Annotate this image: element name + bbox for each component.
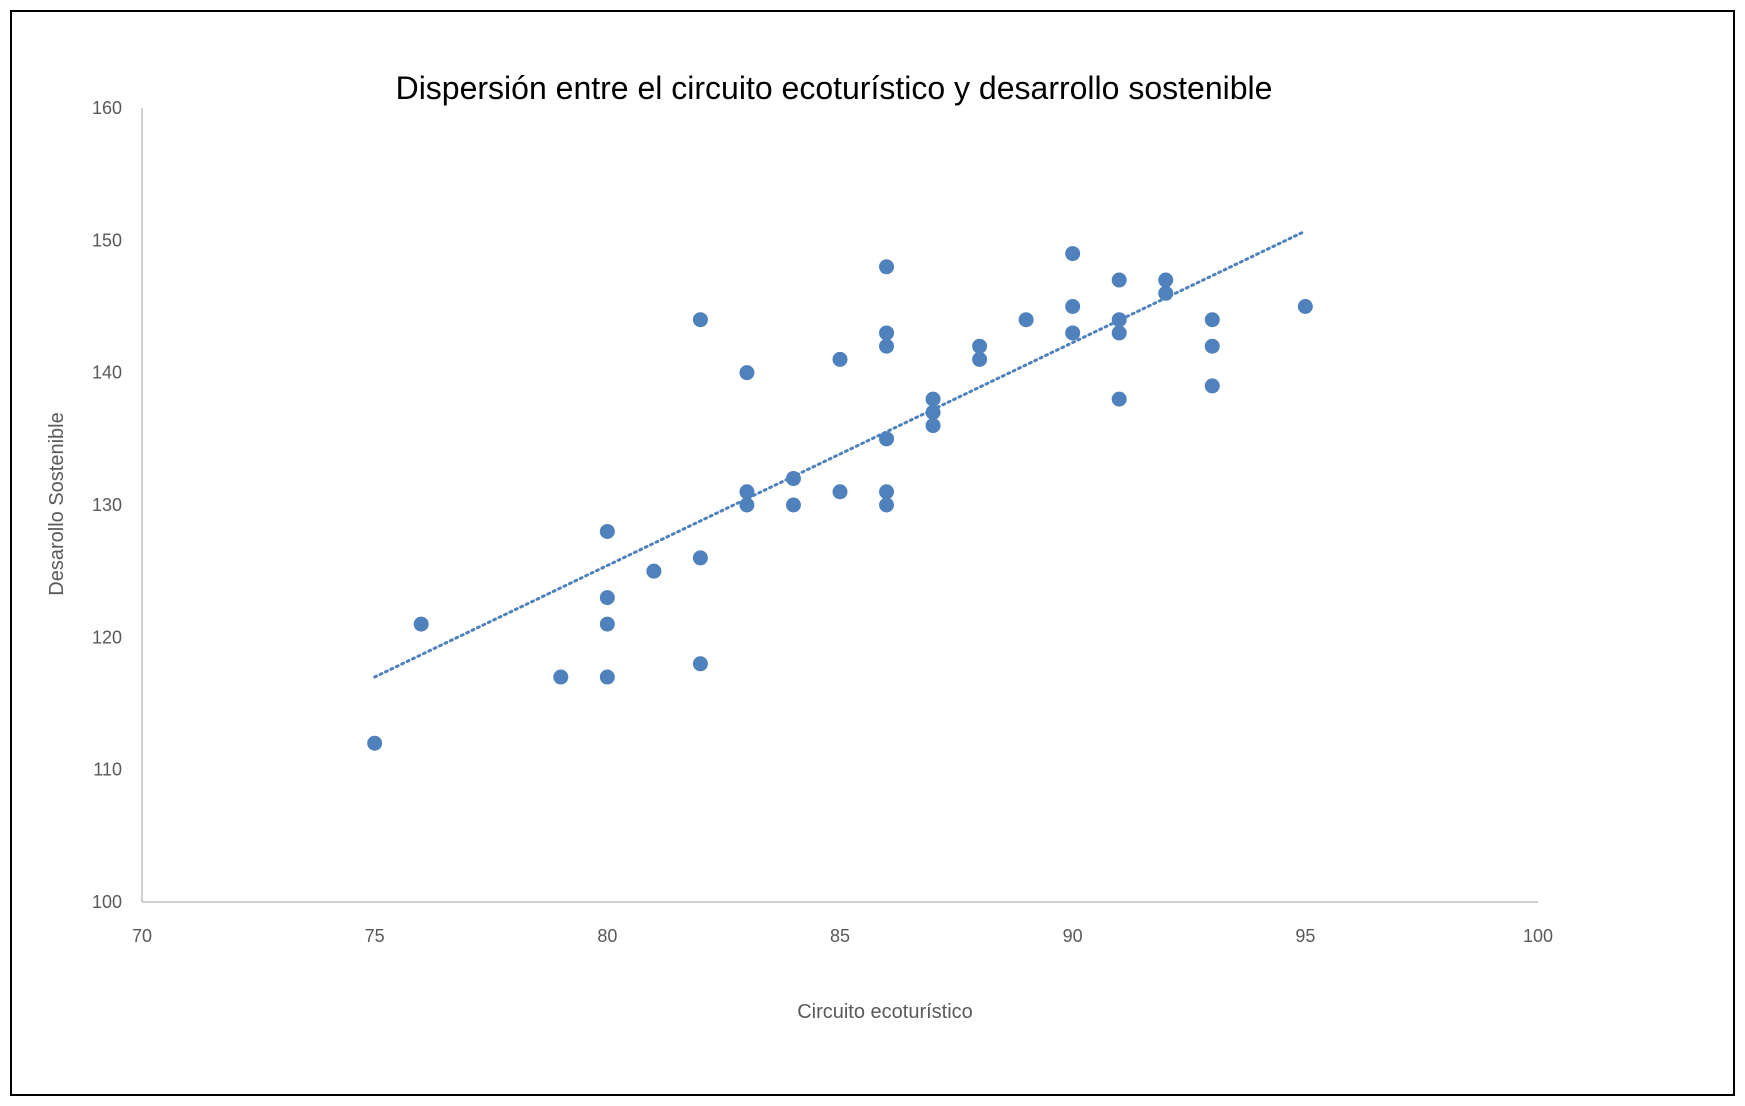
data-point <box>599 590 615 606</box>
data-point <box>1065 325 1081 341</box>
data-point <box>599 669 615 685</box>
x-tick-label: 70 <box>132 926 152 946</box>
y-tick-labels: 100 110 120 130 140 150 160 <box>92 98 122 912</box>
data-point <box>599 523 615 539</box>
data-point <box>879 325 895 341</box>
data-point <box>739 365 755 381</box>
data-point <box>692 550 708 566</box>
data-point <box>832 484 848 500</box>
x-tick-label: 90 <box>1063 926 1083 946</box>
data-point <box>599 616 615 632</box>
data-point <box>1297 299 1313 314</box>
y-tick-label: 150 <box>92 230 122 250</box>
data-point <box>925 391 941 407</box>
data-point <box>1158 272 1174 288</box>
data-point <box>1111 272 1127 288</box>
data-point <box>553 669 569 685</box>
y-axis-title: Desarollo Sostenible <box>46 412 68 595</box>
x-tick-label: 85 <box>830 926 850 946</box>
y-tick-label: 130 <box>92 495 122 515</box>
data-point <box>1065 299 1081 314</box>
data-point <box>785 497 801 513</box>
x-tick-label: 80 <box>597 926 617 946</box>
data-point <box>646 563 662 579</box>
data-point <box>879 338 895 354</box>
data-point <box>1018 312 1034 328</box>
x-axis-title: Circuito ecoturístico <box>797 1001 973 1023</box>
y-tick-label: 160 <box>92 98 122 118</box>
chart-frame: Dispersión entre el circuito ecoturístic… <box>10 10 1735 1096</box>
data-point <box>879 431 895 447</box>
data-point <box>972 351 988 367</box>
data-point <box>925 418 941 434</box>
data-point <box>1065 246 1081 262</box>
data-point <box>1204 312 1220 328</box>
data-point <box>1111 391 1127 407</box>
data-point <box>367 735 383 751</box>
x-tick-label: 100 <box>1523 926 1553 946</box>
data-point <box>1111 312 1127 328</box>
x-tick-label: 75 <box>365 926 385 946</box>
data-point <box>1111 325 1127 341</box>
data-point <box>832 351 848 367</box>
data-point <box>692 312 708 328</box>
trendline <box>373 229 1307 679</box>
data-points <box>367 246 1313 751</box>
data-point <box>413 616 429 632</box>
data-point <box>972 338 988 354</box>
y-tick-label: 120 <box>92 627 122 647</box>
y-tick-label: 110 <box>93 760 122 780</box>
scatter-chart: Dispersión entre el circuito ecoturístic… <box>46 70 1553 1023</box>
data-point <box>1204 378 1220 394</box>
x-tick-labels: 70 75 80 85 90 95 100 <box>132 926 1553 946</box>
data-point <box>739 484 755 500</box>
data-point <box>692 656 708 672</box>
data-point <box>1204 338 1220 354</box>
data-point <box>879 497 895 513</box>
y-tick-label: 140 <box>92 363 122 383</box>
y-tick-label: 100 <box>92 892 122 912</box>
data-point <box>879 484 895 500</box>
data-point <box>879 259 895 275</box>
x-tick-label: 95 <box>1295 926 1315 946</box>
chart-title: Dispersión entre el circuito ecoturístic… <box>396 70 1273 106</box>
